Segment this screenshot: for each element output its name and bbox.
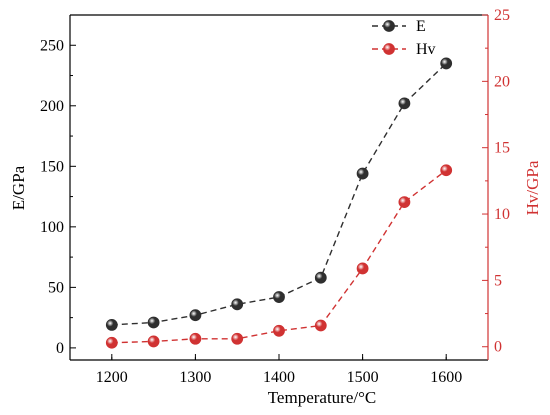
series-hv (105, 164, 453, 349)
y-tick-label: 0 (56, 340, 64, 357)
series-line-e (111, 62, 447, 326)
series-layer (105, 57, 453, 349)
y2-axis-title: Hv/GPa (523, 160, 542, 215)
y-tick-label: 100 (40, 219, 64, 236)
y-axis-title: E/GPa (9, 165, 28, 210)
data-point-hv (273, 324, 285, 337)
x-tick-label: 1400 (263, 369, 295, 386)
data-point-hv (440, 164, 453, 177)
data-point-e (189, 309, 202, 322)
x-tick-label: 1600 (430, 369, 462, 386)
y-tick-label: 150 (40, 158, 64, 175)
data-point-e (147, 316, 160, 329)
data-point-e (398, 97, 411, 110)
legend-label-e: E (416, 18, 426, 35)
data-point-e (356, 167, 369, 180)
legend: E Hv (372, 18, 436, 58)
data-point-hv (105, 336, 118, 349)
y2-tick-label: 5 (494, 272, 502, 289)
data-point-hv (231, 332, 244, 345)
legend-label-hv: Hv (416, 41, 436, 58)
y2-tick-label: 0 (494, 339, 502, 356)
data-point-e (440, 57, 453, 70)
series-line-hv (111, 169, 447, 344)
x-tick-label: 1300 (179, 369, 211, 386)
legend-marker-hv (383, 43, 395, 55)
data-point-e (231, 298, 244, 311)
data-point-hv (147, 335, 160, 348)
axes: 1200 1300 1400 1500 1600 0 50 100 150 200 250 0 5 10 1… (40, 7, 510, 386)
data-point-e (273, 291, 285, 303)
y2-tick-label: 20 (494, 73, 510, 90)
data-point-hv (398, 196, 411, 208)
y2-tick-label: 15 (494, 140, 510, 157)
y-tick-label: 250 (40, 37, 64, 54)
x-tick-label: 1500 (347, 369, 379, 386)
legend-marker-e (383, 20, 395, 32)
data-point-e (314, 271, 327, 284)
y2-tick-label: 25 (494, 7, 510, 24)
data-point-hv (189, 332, 202, 345)
y2-tick-label: 10 (494, 206, 510, 223)
x-axis-title: Temperature/°C (268, 388, 377, 407)
data-point-e (105, 318, 118, 331)
data-point-hv (356, 262, 369, 275)
y-tick-label: 200 (40, 98, 64, 115)
series-e (105, 57, 453, 331)
y-tick-label: 50 (48, 279, 64, 296)
x-tick-label: 1200 (96, 369, 128, 386)
data-point-hv (314, 319, 327, 332)
